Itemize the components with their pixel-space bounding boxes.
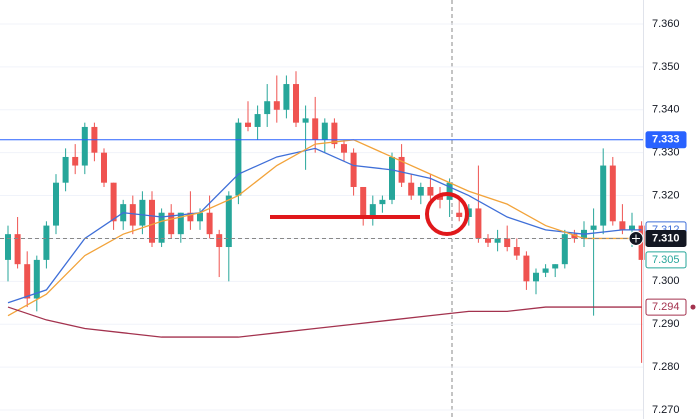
y-tick-label: 7.300 [652, 275, 680, 287]
candle-body [321, 122, 328, 140]
candle-body [427, 186, 434, 196]
price-tag [645, 229, 687, 247]
candle-body [379, 199, 386, 205]
price-tag [645, 298, 687, 316]
candle-body [542, 268, 549, 273]
candle-body [81, 126, 88, 166]
candle-body [446, 182, 453, 200]
candle-body [619, 221, 626, 230]
price-tag-label: 7.294 [652, 301, 680, 313]
candle-body [533, 272, 539, 282]
candle-body [369, 204, 376, 218]
y-tick-label: 7.280 [652, 361, 680, 373]
crosshair-plus-icon [632, 234, 640, 243]
candle-body [552, 264, 559, 269]
candle-body [206, 212, 213, 235]
candle-body [72, 156, 79, 166]
candle-body [5, 234, 11, 260]
candle-body [590, 225, 597, 230]
y-tick-label: 7.320 [652, 189, 680, 201]
drawn-circle [425, 192, 469, 236]
candle-body [235, 122, 242, 196]
candle-body [600, 165, 607, 226]
moving-average-line [7, 306, 642, 338]
price-tag-label: 7.333 [652, 134, 680, 146]
candle-body [293, 84, 299, 123]
candle-body [158, 212, 165, 243]
candle-body [62, 156, 69, 183]
candle-body [456, 212, 463, 218]
candle-body [245, 122, 251, 127]
candle-body [24, 264, 31, 299]
candle-body [350, 152, 357, 187]
y-tick-label: 7.330 [652, 147, 680, 159]
candle-body [398, 156, 405, 183]
candle-body [139, 199, 146, 226]
moving-average-line [7, 139, 642, 317]
candle-body [485, 238, 491, 243]
price-dot [690, 304, 696, 310]
candle-body [494, 238, 501, 243]
candle-body [14, 234, 21, 265]
y-tick-label: 7.270 [652, 404, 680, 416]
candle-body [197, 212, 203, 222]
candle-body [629, 225, 635, 230]
candle-body [437, 195, 443, 200]
candle-body [110, 182, 117, 222]
y-tick-label: 7.360 [652, 18, 680, 30]
y-tick-label: 7.290 [652, 318, 680, 330]
price-tag [645, 131, 687, 149]
candle-body [168, 212, 175, 235]
candle-body [312, 118, 319, 140]
candle-body [571, 234, 578, 239]
y-tick-label: 7.350 [652, 61, 680, 73]
candle-body [408, 182, 415, 196]
candle-body [225, 195, 232, 248]
candle-body [101, 152, 107, 183]
price-tag-label: 7.310 [652, 232, 680, 244]
candle-body [254, 114, 261, 127]
candle-body [475, 208, 482, 239]
candle-body [33, 259, 40, 299]
candle-body [53, 182, 59, 226]
candle-body [302, 118, 309, 123]
moving-average-line [7, 147, 642, 304]
candle-body [504, 238, 511, 248]
candle-body [360, 186, 367, 218]
price-tag [645, 251, 687, 269]
price-tag-label: 7.305 [652, 254, 680, 266]
candle-body [273, 101, 280, 110]
candle-body [513, 247, 520, 256]
candle-body [341, 144, 347, 153]
candle-body [389, 156, 395, 200]
candle-body [331, 122, 338, 145]
candle-body [43, 225, 50, 260]
y-tick-label: 7.340 [652, 104, 680, 116]
plot [0, 23, 645, 411]
candle-body [177, 212, 184, 235]
candle-body [417, 186, 424, 196]
candle-body [283, 84, 290, 110]
candle-body [264, 101, 271, 115]
candle-body [216, 234, 223, 248]
candle-body [609, 165, 616, 222]
price-axis: 7.270 7.280 7.290 7.300 7.310 7.320 7.330 7.340… [628, 0, 696, 419]
candle-body [149, 199, 155, 243]
candle-body [523, 255, 530, 282]
candle-body [129, 204, 136, 226]
candle-body [187, 212, 194, 222]
candle-body [561, 234, 568, 265]
